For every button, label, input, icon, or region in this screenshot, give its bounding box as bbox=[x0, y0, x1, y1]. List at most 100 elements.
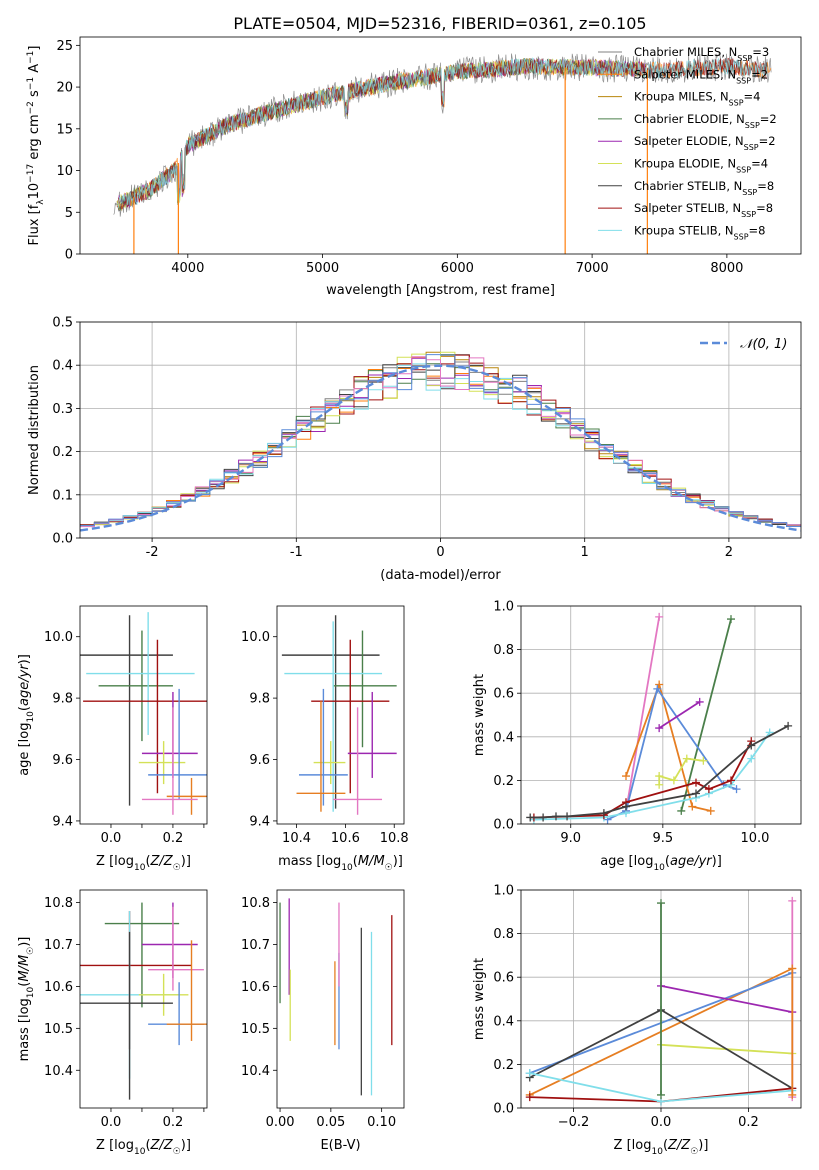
label-part: 10 bbox=[134, 1147, 146, 1157]
label-part: age/yr bbox=[17, 663, 32, 706]
weight-marker bbox=[692, 778, 700, 787]
age_vs_Z-chart: 0.0 0.2 9.4 9.6 9.8 10.0 Z [log10(Z/Z☉)] age [l… bbox=[17, 605, 208, 873]
weight-marker bbox=[727, 776, 735, 785]
label-part: ☉ bbox=[26, 947, 36, 955]
x-tick-label: 2 bbox=[725, 545, 733, 560]
weight-marker bbox=[788, 964, 797, 973]
x-tick-label: 0.2 bbox=[163, 831, 184, 846]
y-tick-label: 0.0 bbox=[493, 1102, 514, 1117]
label-part: Z/Z bbox=[667, 1138, 691, 1153]
weight-marker bbox=[655, 780, 664, 789]
y-tick-label: 0.3 bbox=[52, 402, 73, 417]
charts: 4000 5000 6000 7000 80000510152025wavelength… bbox=[17, 36, 802, 1157]
weight-marker bbox=[704, 785, 713, 794]
y-tick-label: 10.0 bbox=[241, 630, 270, 645]
axes-frame bbox=[79, 36, 802, 255]
label-part: age [log bbox=[17, 723, 32, 776]
weight-marker bbox=[788, 896, 797, 905]
legend-text: Salpeter STELIB, N bbox=[634, 201, 741, 215]
y-tick-label: 10 bbox=[56, 164, 73, 179]
label-part: )] bbox=[181, 1138, 191, 1153]
y-tick-label: 0.0 bbox=[52, 532, 73, 547]
weight-marker bbox=[563, 812, 572, 821]
weight-marker bbox=[747, 741, 756, 750]
label-part: 10 bbox=[27, 183, 42, 200]
y-tick-label: 9.4 bbox=[249, 814, 270, 829]
weight-marker bbox=[599, 809, 608, 818]
residual-chart: -2 -1 0 1 2 0.0 0.1 0.2 0.3 0.4 0.5 (data-model)/er… bbox=[27, 316, 802, 583]
axes-frame bbox=[79, 321, 802, 539]
weight_vs_Z-chart: −0.2 0.0 0.2 0.0 0.2 0.4 0.6 0.8 1.0 Z [log10(Z/Z… bbox=[472, 884, 802, 1157]
label-part: age/yr bbox=[670, 854, 713, 869]
y-tick-label: 0.4 bbox=[493, 730, 514, 745]
label-part: ( bbox=[17, 706, 32, 711]
label-part: age [log bbox=[600, 854, 653, 869]
weight-series bbox=[658, 757, 704, 785]
axis-label: age [log10(age/yr)] bbox=[17, 654, 36, 776]
legend-suffix: =8 bbox=[749, 223, 766, 237]
x-tick-label: 9.5 bbox=[652, 831, 673, 846]
label-part: M/M bbox=[17, 955, 32, 982]
legend-text: Chabrier ELODIE, N bbox=[634, 112, 745, 126]
weight-marker bbox=[695, 697, 704, 706]
label-part: Flux [f bbox=[27, 204, 42, 245]
label-part: ( bbox=[353, 854, 358, 869]
weight-series bbox=[533, 740, 753, 819]
weight-series bbox=[660, 985, 793, 1013]
y-tick-label: 9.8 bbox=[52, 692, 73, 707]
x-tick-label: 0.0 bbox=[101, 831, 122, 846]
y-tick-label: 9.4 bbox=[52, 814, 73, 829]
legend-suffix: =2 bbox=[759, 134, 776, 148]
y-tick-label: 0.8 bbox=[493, 927, 514, 942]
spectrum-series bbox=[118, 57, 768, 208]
x-axis-label: E(B-V) bbox=[320, 1138, 360, 1153]
label-part: 10 bbox=[26, 711, 36, 723]
label-part: −2 bbox=[26, 101, 36, 114]
weight-lines bbox=[525, 896, 797, 1106]
legend-sub: SSP bbox=[734, 232, 749, 241]
x-tick-label: 4000 bbox=[171, 261, 204, 276]
label-part: Z [log bbox=[96, 854, 134, 869]
weight-marker bbox=[525, 1093, 534, 1102]
axis-label: Z [log10(Z/Z☉)] bbox=[96, 854, 191, 873]
weight-marker bbox=[688, 802, 697, 811]
label-part: )] bbox=[17, 937, 32, 947]
label-part: ( bbox=[663, 1138, 668, 1153]
axis-label: mass [log10(M/M☉)] bbox=[278, 854, 403, 873]
label-part: )] bbox=[393, 854, 403, 869]
y-tick-label: 9.6 bbox=[52, 753, 73, 768]
spectrum-series bbox=[117, 57, 767, 210]
errorbars bbox=[80, 612, 207, 815]
y-tick-label: 0 bbox=[65, 248, 73, 263]
y-tick-label: 10.6 bbox=[44, 980, 73, 995]
y-axis-label: mass weight bbox=[472, 674, 487, 756]
legend-text: Salpeter MILES, N bbox=[634, 67, 736, 81]
x-tick-label: 0.2 bbox=[738, 1115, 759, 1130]
label-part: )] bbox=[712, 854, 722, 869]
label-part: ☉ bbox=[385, 863, 393, 873]
y-tick-label: 10.0 bbox=[44, 630, 73, 645]
legend-sub: SSP bbox=[742, 187, 757, 196]
weight-marker bbox=[727, 615, 735, 624]
weight-marker bbox=[655, 680, 664, 689]
label-part: )] bbox=[698, 1138, 708, 1153]
weight-marker bbox=[732, 785, 741, 794]
label-part: 10 bbox=[651, 1147, 663, 1157]
x-tick-label: -1 bbox=[290, 545, 303, 560]
label-part: ( bbox=[665, 854, 670, 869]
y-tick-label: 0.2 bbox=[493, 1058, 514, 1073]
y-tick-label: 0.2 bbox=[52, 445, 73, 460]
label-part: ] bbox=[27, 46, 42, 51]
y-tick-label: 0.1 bbox=[52, 488, 73, 503]
y-tick-label: 10.5 bbox=[241, 1022, 270, 1037]
y-tick-label: 0.6 bbox=[493, 687, 514, 702]
y-tick-label: 10.6 bbox=[241, 980, 270, 995]
legend-label: Chabrier ELODIE, NSSP=2 bbox=[634, 112, 777, 129]
legend-label: Salpeter STELIB, NSSP=8 bbox=[634, 201, 773, 219]
x-tick-label: 0.10 bbox=[367, 1115, 396, 1130]
legend-sub: SSP bbox=[729, 98, 744, 107]
label-part: erg cm bbox=[27, 114, 42, 163]
legend-label: Kroupa MILES, NSSP=4 bbox=[634, 90, 760, 108]
label-part: 10 bbox=[134, 863, 146, 873]
y-tick-label: 25 bbox=[56, 39, 73, 54]
